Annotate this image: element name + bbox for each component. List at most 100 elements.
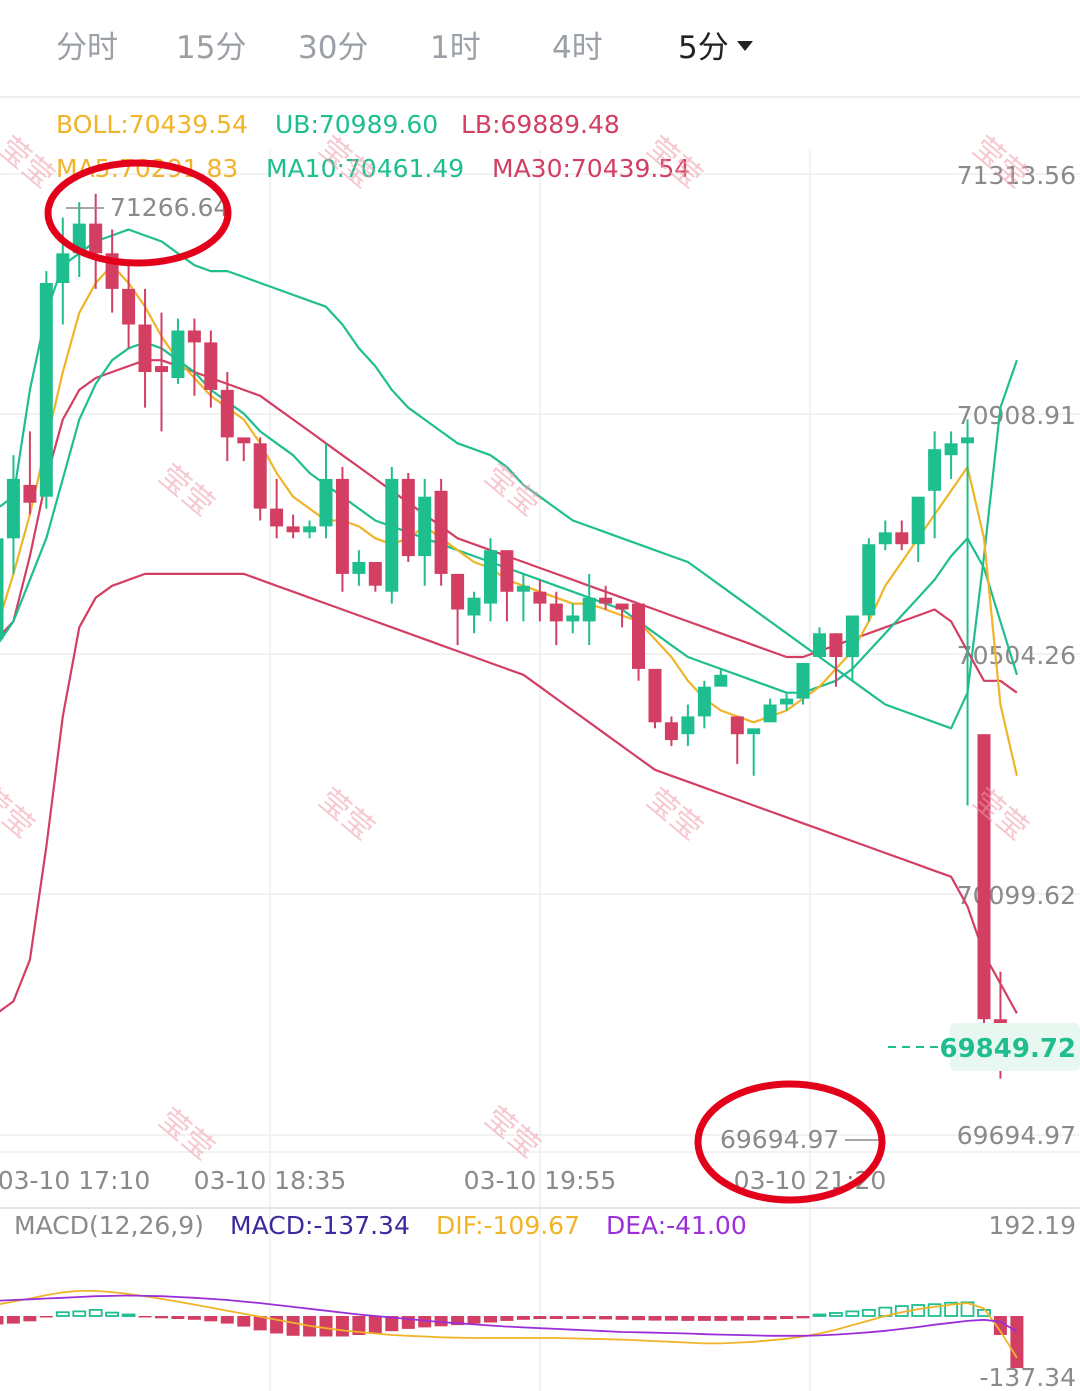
candle-body — [434, 490, 448, 574]
macd-hist-bar — [385, 1316, 399, 1332]
low-highlight-circle — [694, 1080, 886, 1204]
candle-body — [187, 330, 201, 343]
macd-hist-bar — [6, 1316, 20, 1324]
tab-5min-label: 5分 — [678, 30, 729, 66]
candle-body — [648, 668, 662, 723]
macd-hist-bar — [155, 1316, 168, 1319]
candle-body — [335, 478, 349, 574]
y-tick-label: 69694.97 — [957, 1121, 1076, 1150]
watermark-text: 莹莹 — [152, 1102, 220, 1167]
candle-body — [451, 573, 465, 610]
candle-body — [56, 253, 70, 283]
macd-hist-bar — [451, 1316, 465, 1326]
candle-body — [418, 496, 432, 557]
x-tick-label: 03-10 19:55 — [464, 1166, 617, 1195]
candle-body — [714, 674, 728, 687]
candle-body — [730, 716, 744, 735]
candle-body — [500, 550, 514, 592]
tab-1h[interactable]: 1时 — [430, 30, 481, 66]
tab-15min[interactable]: 15分 — [176, 30, 247, 66]
macd-hist-bar — [763, 1316, 777, 1320]
tab-5min[interactable]: 5分 — [678, 22, 753, 67]
macd-hist-bar — [714, 1316, 728, 1321]
macd-hist-bar — [747, 1316, 761, 1321]
candle-body — [368, 562, 382, 586]
candle-body — [237, 437, 251, 444]
macd-hist-bar — [434, 1316, 448, 1327]
macd-hist-bar — [105, 1311, 119, 1317]
macd-hist-bar — [632, 1316, 645, 1321]
watermark-text: 莹莹 — [640, 130, 708, 195]
y-tick-label: 70908.91 — [957, 401, 1076, 430]
kline-chart[interactable]: BOLL:70439.54 UB:70989.60 LB:69889.48 MA5:7… — [0, 98, 1080, 1391]
candle-body — [566, 615, 580, 622]
dif-value-label: DIF:-109.67 — [436, 1211, 580, 1240]
macd-hist-bar — [533, 1316, 547, 1319]
tab-4h[interactable]: 4时 — [552, 30, 603, 66]
current-price-badge — [950, 1023, 1080, 1071]
candle-body — [6, 478, 20, 539]
macd-hist-bar — [664, 1316, 678, 1321]
candle-body — [944, 443, 958, 456]
watermark-text: 莹莹 — [312, 782, 380, 847]
candle-body — [780, 698, 794, 705]
lb-line — [0, 572, 1018, 1014]
macd-hist-bar — [319, 1316, 333, 1337]
candle-body — [39, 283, 53, 497]
candle-body — [286, 526, 300, 533]
candle-body — [516, 585, 530, 592]
macd-hist-bar — [648, 1316, 662, 1321]
candle-body — [549, 603, 563, 622]
macd-hist-bar — [549, 1316, 563, 1319]
high-annotation-label: 71266.64 — [110, 193, 229, 222]
macd-hist-bar — [171, 1316, 185, 1319]
macd-hist-bar — [516, 1316, 530, 1320]
tab-30min[interactable]: 30分 — [298, 30, 369, 66]
candle-body — [911, 496, 925, 545]
watermark-text: 莹莹 — [0, 130, 60, 195]
candle-body — [204, 342, 218, 390]
candle-body — [155, 366, 168, 372]
candle-body — [220, 389, 234, 438]
macd-hist-bar — [927, 1303, 942, 1317]
candle-body — [829, 633, 843, 657]
indicator-label: BOLL:70439.54 — [56, 110, 248, 139]
macd-hist-bar — [204, 1316, 218, 1322]
candle-body — [171, 330, 185, 378]
candle-body — [138, 324, 152, 372]
watermark-text: 莹莹 — [152, 458, 220, 523]
boll-mid-line — [0, 359, 1018, 694]
macd-hist-bar — [39, 1316, 53, 1318]
macd-y-tick-top: 192.19 — [989, 1211, 1076, 1240]
candle-body — [122, 288, 136, 325]
ma10-line — [0, 341, 1018, 694]
macd-y-tick-bottom: -137.34 — [980, 1363, 1077, 1391]
macd-hist-bar — [72, 1310, 87, 1317]
macd-hist-bar — [500, 1316, 514, 1321]
watermark-text: 莹莹 — [0, 780, 40, 845]
candle-body — [813, 633, 826, 657]
chevron-down-icon — [736, 40, 753, 51]
candle-body — [977, 734, 991, 1020]
candle-body — [467, 597, 481, 616]
indicator-label: MA5:70291.83 — [56, 154, 238, 183]
macd-hist-bar — [484, 1316, 497, 1323]
macd-hist-bar — [237, 1316, 251, 1327]
candle-body — [599, 597, 613, 604]
macd-hist-bar — [845, 1310, 860, 1317]
tab-fenshi[interactable]: 分时 — [56, 30, 118, 66]
low-annotation-label: 69694.97 — [720, 1125, 839, 1154]
macd-hist-bar — [829, 1312, 843, 1317]
macd-hist-bar — [944, 1301, 958, 1317]
candle-body — [303, 526, 317, 533]
x-tick-label: 03-10 18:35 — [194, 1166, 347, 1195]
candle-body — [319, 478, 333, 527]
watermark-text: 莹莹 — [640, 782, 708, 847]
macd-hist-bar — [796, 1316, 810, 1319]
macd-value-label: MACD:-137.34 — [230, 1211, 410, 1240]
ma5-line — [0, 264, 1018, 777]
macd-hist-bar — [368, 1316, 382, 1334]
macd-hist-bar — [780, 1316, 794, 1319]
indicator-label: LB:69889.48 — [461, 110, 620, 139]
candle-body — [582, 597, 596, 622]
